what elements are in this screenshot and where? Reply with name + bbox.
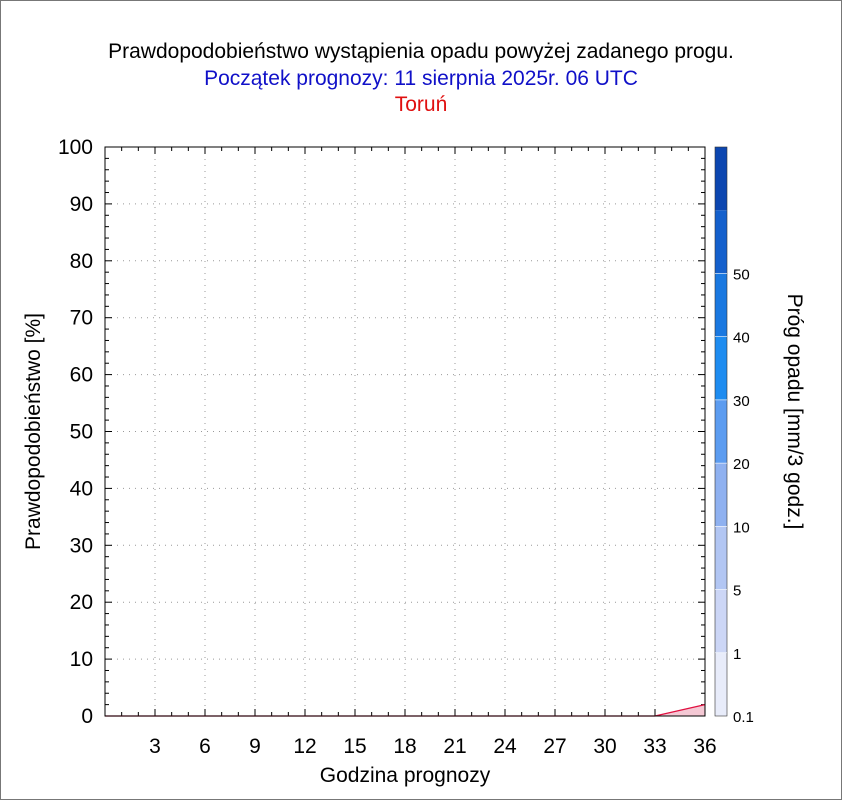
- colorbar-segment: [715, 147, 727, 211]
- colorbar-segment: [715, 336, 727, 400]
- x-tick-label: 9: [249, 735, 261, 758]
- colorbar-tick-label: 40: [733, 330, 750, 347]
- x-tick-labels: 3 6 9 12 15 18 21 24 27 30 33 36: [149, 735, 717, 758]
- x-tick-label: 30: [593, 735, 616, 758]
- x-tick-label: 12: [293, 735, 316, 758]
- colorbar-segment: [715, 589, 727, 653]
- y-tick-label: 0: [81, 705, 93, 728]
- chart-title: Prawdopodobieństwo wystąpienia opadu pow…: [108, 40, 734, 63]
- y-tick-label: 100: [58, 136, 93, 159]
- colorbar-tick-label: 1: [733, 646, 741, 663]
- colorbar-segment: [715, 463, 727, 527]
- colorbar-border: [714, 146, 728, 717]
- grid-lines: [105, 147, 705, 716]
- colorbar-tick-label: 10: [733, 519, 750, 536]
- y-axis-label: Prawdopodobieństwo [%]: [22, 313, 45, 550]
- chart-subtitle: Początek prognozy: 11 sierpnia 2025r. 06…: [204, 67, 638, 90]
- x-tick-label: 33: [643, 735, 666, 758]
- x-tick-label: 18: [393, 735, 416, 758]
- y-tick-labels: 0 10 20 30 40 50 60 70 80 90 100: [58, 136, 93, 728]
- colorbar-tick-label: 50: [733, 266, 750, 283]
- y-tick-label: 60: [70, 364, 93, 387]
- y-tick-label: 40: [70, 477, 93, 500]
- colorbar-tick-label: 0.1: [733, 709, 754, 726]
- x-axis-label: Godzina prognozy: [320, 764, 491, 787]
- x-tick-label: 6: [199, 735, 211, 758]
- colorbar-segment: [715, 652, 727, 716]
- y-tick-label: 20: [70, 591, 93, 614]
- colorbar-tick-labels: 0.1 1 5 10 20 30 40 50: [733, 266, 754, 726]
- colorbar-segment: [715, 526, 727, 590]
- y-tick-label: 50: [70, 421, 93, 444]
- colorbar-tick-label: 5: [733, 583, 741, 600]
- colorbar-tick-label: 20: [733, 456, 750, 473]
- colorbar-label: Próg opadu [mm/3 godz.]: [783, 294, 806, 530]
- x-tick-label: 21: [443, 735, 466, 758]
- colorbar-segment: [715, 399, 727, 464]
- location-title: Toruń: [394, 93, 448, 116]
- x-tick-label: 15: [343, 735, 366, 758]
- x-tick-label: 36: [693, 735, 716, 758]
- y-tick-label: 80: [70, 250, 93, 273]
- x-tick-label: 3: [149, 735, 161, 758]
- minor-ticks: [104, 146, 706, 717]
- x-tick-label: 27: [543, 735, 566, 758]
- y-tick-label: 30: [70, 534, 93, 557]
- y-tick-label: 10: [70, 648, 93, 671]
- y-tick-label: 90: [70, 193, 93, 216]
- y-tick-label: 70: [70, 307, 93, 330]
- colorbar-tick-label: 30: [733, 393, 750, 410]
- plot-area: [104, 146, 706, 717]
- x-tick-label: 24: [493, 735, 517, 758]
- colorbar-segment: [715, 210, 727, 274]
- colorbar-segment: [715, 273, 727, 337]
- colorbar: [714, 146, 728, 717]
